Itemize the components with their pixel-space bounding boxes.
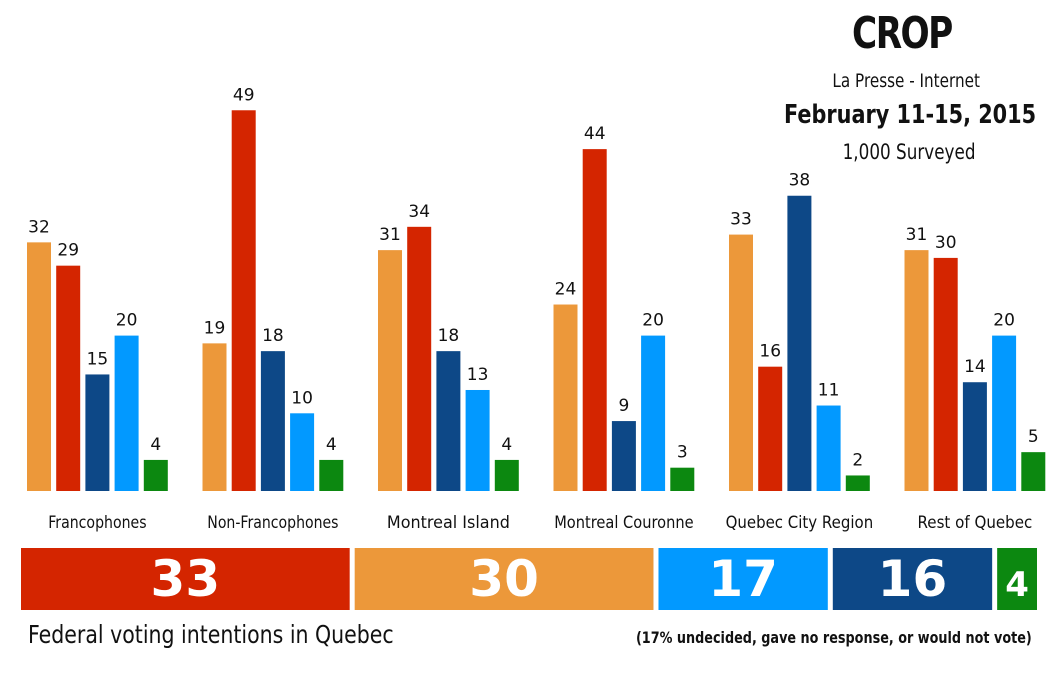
data-label: 10 [291, 388, 313, 408]
bar [202, 343, 227, 491]
bar [962, 382, 987, 491]
data-label: 9 [618, 396, 629, 416]
data-label: 20 [993, 311, 1015, 331]
bar [85, 374, 110, 491]
data-label: 19 [204, 318, 226, 338]
bar [114, 335, 139, 491]
data-label: 30 [935, 233, 957, 253]
data-label: 44 [584, 124, 606, 144]
bar [611, 421, 636, 491]
bar [670, 467, 695, 491]
bar [1021, 452, 1046, 491]
bar [553, 304, 578, 491]
data-label: 4 [501, 435, 512, 455]
bar [992, 335, 1017, 491]
category-label: Montreal Couronne [554, 513, 693, 533]
bar [641, 335, 666, 491]
data-label: 5 [1028, 427, 1039, 447]
bar [378, 250, 402, 491]
bar [494, 459, 519, 491]
data-label: 4 [150, 435, 161, 455]
data-label: 29 [57, 241, 79, 261]
stacked-segment [832, 548, 993, 610]
survey-dates: February 11-15, 2015 [783, 100, 1036, 130]
bar [27, 242, 51, 491]
data-label: 32 [28, 217, 50, 237]
chart-caption: Federal voting intentions in Quebec [28, 620, 394, 649]
bar [436, 351, 461, 491]
stacked-segment [21, 548, 350, 610]
footnote: (17% undecided, gave no response, or wou… [636, 628, 1032, 647]
data-label: 49 [233, 85, 255, 105]
data-label: 15 [87, 349, 109, 369]
bar [758, 366, 783, 491]
data-label: 13 [467, 365, 489, 385]
bar [319, 459, 344, 491]
segment-label: 4 [1005, 565, 1029, 605]
stacked-segment [658, 548, 828, 610]
data-label: 31 [379, 225, 401, 245]
category-label: Rest of Quebec [918, 513, 1033, 533]
data-label: 14 [964, 357, 986, 377]
bar [729, 234, 753, 491]
data-label: 31 [906, 225, 928, 245]
bar [290, 413, 315, 491]
data-label: 3 [677, 443, 688, 463]
segment-label: 16 [878, 550, 948, 608]
category-label: Quebec City Region [726, 513, 874, 533]
data-label: 34 [408, 202, 430, 222]
category-label: Montreal Island [387, 513, 510, 533]
segment-label: 30 [469, 550, 539, 608]
data-label: 11 [818, 381, 840, 401]
segment-label: 17 [708, 550, 778, 608]
data-label: 20 [642, 311, 664, 331]
data-label: 33 [730, 210, 752, 230]
bar [143, 459, 168, 491]
bar [407, 226, 432, 491]
data-label: 24 [555, 280, 577, 300]
data-label: 18 [262, 326, 284, 346]
category-label: Non-Francophones [207, 513, 338, 533]
stacked-segment [354, 548, 654, 610]
bar [582, 149, 607, 491]
bar [231, 110, 256, 492]
publication-label: La Presse - Internet [832, 70, 980, 92]
bar [933, 257, 958, 491]
bar [904, 250, 929, 491]
data-label: 20 [116, 311, 138, 331]
bar [845, 475, 870, 491]
data-label: 4 [326, 435, 337, 455]
bar [260, 351, 285, 491]
data-label: 2 [852, 450, 863, 470]
bar [465, 389, 490, 491]
category-label: Francophones [48, 513, 147, 533]
bar [56, 265, 81, 491]
stacked-segment [997, 548, 1037, 610]
data-label: 18 [438, 326, 460, 346]
bar [787, 195, 812, 492]
bar [816, 405, 841, 491]
pollster-title: CROP [852, 8, 953, 59]
data-label: 38 [789, 171, 811, 191]
sample-size: 1,000 Surveyed [842, 140, 976, 164]
segment-label: 33 [151, 550, 221, 608]
data-label: 16 [759, 342, 781, 362]
